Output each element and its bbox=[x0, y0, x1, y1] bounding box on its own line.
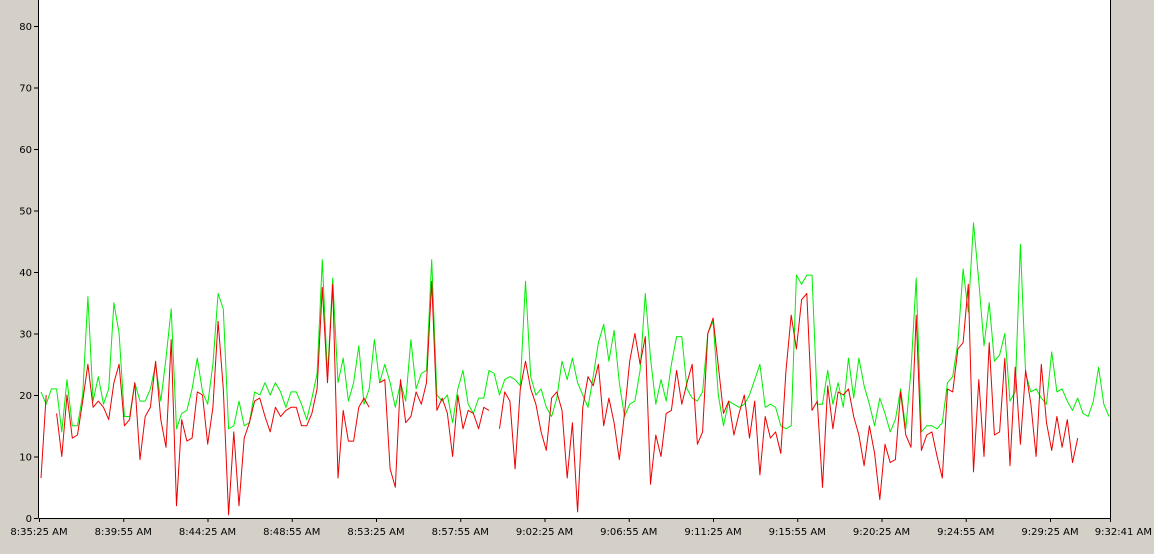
y-tick-label: 70 bbox=[19, 84, 32, 95]
x-tick-label: 9:15:55 AM bbox=[769, 527, 826, 538]
x-tick-label: 8:39:55 AM bbox=[95, 527, 152, 538]
x-tick-label: 8:35:25 AM bbox=[10, 527, 67, 538]
y-tick-label: 20 bbox=[19, 391, 32, 402]
x-tick-label: 9:11:25 AM bbox=[684, 527, 741, 538]
x-tick-label: 9:20:25 AM bbox=[853, 527, 910, 538]
y-tick-label: 60 bbox=[19, 145, 32, 156]
x-tick-label: 8:48:55 AM bbox=[263, 527, 320, 538]
y-tick-label: 10 bbox=[19, 453, 32, 464]
x-tick-label: 9:32:41 AM bbox=[1095, 527, 1152, 538]
y-tick-label: 40 bbox=[19, 268, 32, 279]
x-tick-label: 9:24:55 AM bbox=[937, 527, 994, 538]
x-tick-label: 8:57:55 AM bbox=[432, 527, 489, 538]
y-tick-label: 0 bbox=[26, 514, 32, 525]
x-tick-label: 9:29:25 AM bbox=[1021, 527, 1078, 538]
x-tick-label: 9:02:25 AM bbox=[516, 527, 573, 538]
y-tick-label: 50 bbox=[19, 207, 32, 218]
x-tick-label: 9:06:55 AM bbox=[600, 527, 657, 538]
y-tick-label: 30 bbox=[19, 330, 32, 341]
plot-area bbox=[39, 0, 1110, 518]
y-tick-label: 80 bbox=[19, 22, 32, 33]
x-tick-label: 8:53:25 AM bbox=[347, 527, 404, 538]
x-tick-label: 8:44:25 AM bbox=[179, 527, 236, 538]
